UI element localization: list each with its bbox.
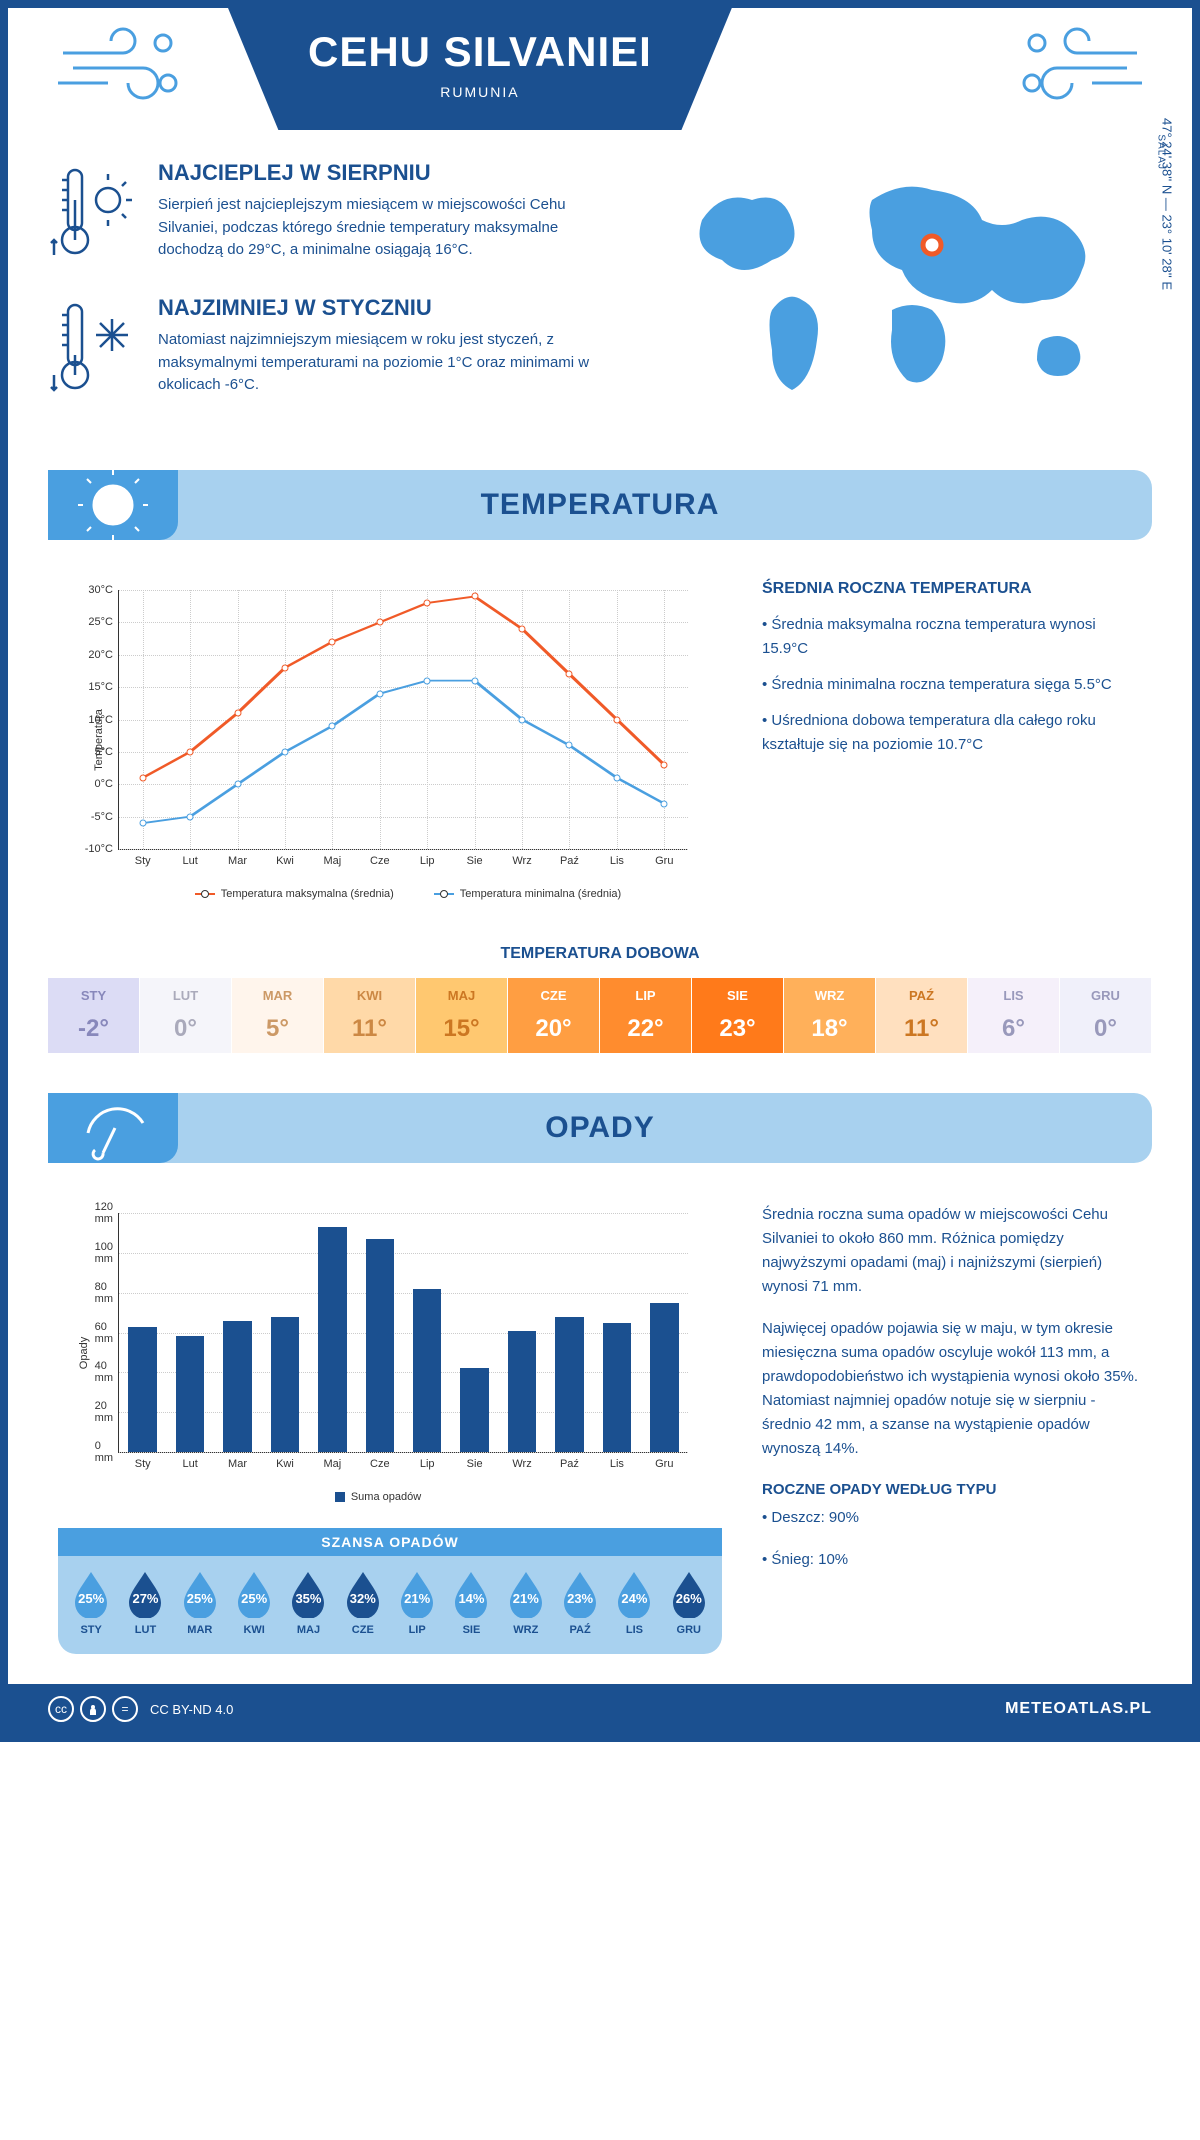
precipitation-title: OPADY [48,1111,1152,1145]
chance-cell: 25%STY [66,1568,116,1636]
temperature-info: ŚREDNIA ROCZNA TEMPERATURA • Średnia mak… [762,580,1142,900]
chance-cell: 26%GRU [664,1568,714,1636]
daily-temp-cell: KWI11° [324,978,416,1053]
daily-temp-title: TEMPERATURA DOBOWA [48,945,1152,963]
chance-cell: 21%LIP [392,1568,442,1636]
chance-cell: 32%CZE [338,1568,388,1636]
coordinates: 47° 24' 38'' N — 23° 10' 28'' E [1160,118,1175,290]
title-banner: CEHU SILVANIEI RUMUNIA [228,8,732,130]
chance-cell: 24%LIS [609,1568,659,1636]
daily-temp-cell: WRZ18° [784,978,876,1053]
wind-icon-right [1002,8,1152,118]
daily-temp-cell: MAJ15° [416,978,508,1053]
precipitation-section-header: OPADY [48,1093,1152,1163]
precipitation-chance-box: SZANSA OPADÓW 25%STY27%LUT25%MAR25%KWI35… [58,1528,722,1654]
chance-cell: 35%MAJ [283,1568,333,1636]
annual-temp-b2: • Średnia minimalna roczna temperatura s… [762,673,1142,697]
warmest-title: NAJCIEPLEJ W SIERPNIU [158,160,612,186]
chance-cell: 23%PAŹ [555,1568,605,1636]
precipitation-bar-chart: Opady 0 mm20 mm40 mm60 mm80 mm100 mm120 … [58,1203,698,1503]
precipitation-info: Średnia roczna suma opadów w miejscowośc… [762,1203,1142,1654]
chance-cell: 21%WRZ [501,1568,551,1636]
daily-temp-cell: LUT0° [140,978,232,1053]
precip-type-title: ROCZNE OPADY WEDŁUG TYPU [762,1481,1142,1498]
umbrella-icon [48,1093,178,1163]
thermometer-snow-icon [48,295,138,405]
warmest-block: NAJCIEPLEJ W SIERPNIU Sierpień jest najc… [48,160,612,270]
header: CEHU SILVANIEI RUMUNIA [48,8,1152,150]
coldest-block: NAJZIMNIEJ W STYCZNIU Natomiast najzimni… [48,295,612,405]
daily-temp-cell: SIE23° [692,978,784,1053]
cc-license-icons: cc = [48,1696,138,1722]
daily-temp-cell: LIP22° [600,978,692,1053]
daily-temp-cell: STY-2° [48,978,140,1053]
license-text: CC BY-ND 4.0 [150,1702,233,1717]
warmest-text: Sierpień jest najcieplejszym miesiącem w… [158,194,612,262]
daily-temp-cell: LIS6° [968,978,1060,1053]
temperature-title: TEMPERATURA [48,488,1152,522]
daily-temp-cell: GRU0° [1060,978,1152,1053]
chance-cell: 25%KWI [229,1568,279,1636]
coldest-title: NAJZIMNIEJ W STYCZNIU [158,295,612,321]
temperature-section-header: TEMPERATURA [48,470,1152,540]
precip-p1: Średnia roczna suma opadów w miejscowośc… [762,1203,1142,1299]
annual-temp-b3: • Uśredniona dobowa temperatura dla całe… [762,709,1142,757]
footer: cc = CC BY-ND 4.0 METEOATLAS.PL [8,1684,1192,1734]
precip-rain: • Deszcz: 90% [762,1506,1142,1530]
temperature-line-chart: Temperatura -10°C-5°C0°C5°C10°C15°C20°C2… [58,580,722,900]
precip-p2: Najwięcej opadów pojawia się w maju, w t… [762,1317,1142,1461]
daily-temp-cell: MAR5° [232,978,324,1053]
daily-temp-cell: PAŹ11° [876,978,968,1053]
coldest-text: Natomiast najzimniejszym miesiącem w rok… [158,329,612,397]
thermometer-sun-icon [48,160,138,270]
world-map: SĂLAJ 47° 24' 38'' N — 23° 10' 28'' E [652,160,1152,420]
wind-icon-left [48,8,198,118]
daily-temp-cell: CZE20° [508,978,600,1053]
page-title: CEHU SILVANIEI [308,28,652,76]
site-name: METEOATLAS.PL [1005,1700,1152,1718]
intro-section: NAJCIEPLEJ W SIERPNIU Sierpień jest najc… [48,150,1152,450]
chance-cell: 27%LUT [120,1568,170,1636]
sun-icon [48,470,178,540]
chance-cell: 14%SIE [446,1568,496,1636]
annual-temp-title: ŚREDNIA ROCZNA TEMPERATURA [762,580,1142,598]
chance-cell: 25%MAR [175,1568,225,1636]
chance-title: SZANSA OPADÓW [58,1528,722,1556]
precip-snow: • Śnieg: 10% [762,1548,1142,1572]
annual-temp-b1: • Średnia maksymalna roczna temperatura … [762,613,1142,661]
daily-temp-table: STY-2°LUT0°MAR5°KWI11°MAJ15°CZE20°LIP22°… [48,978,1152,1053]
page-subtitle: RUMUNIA [308,84,652,100]
